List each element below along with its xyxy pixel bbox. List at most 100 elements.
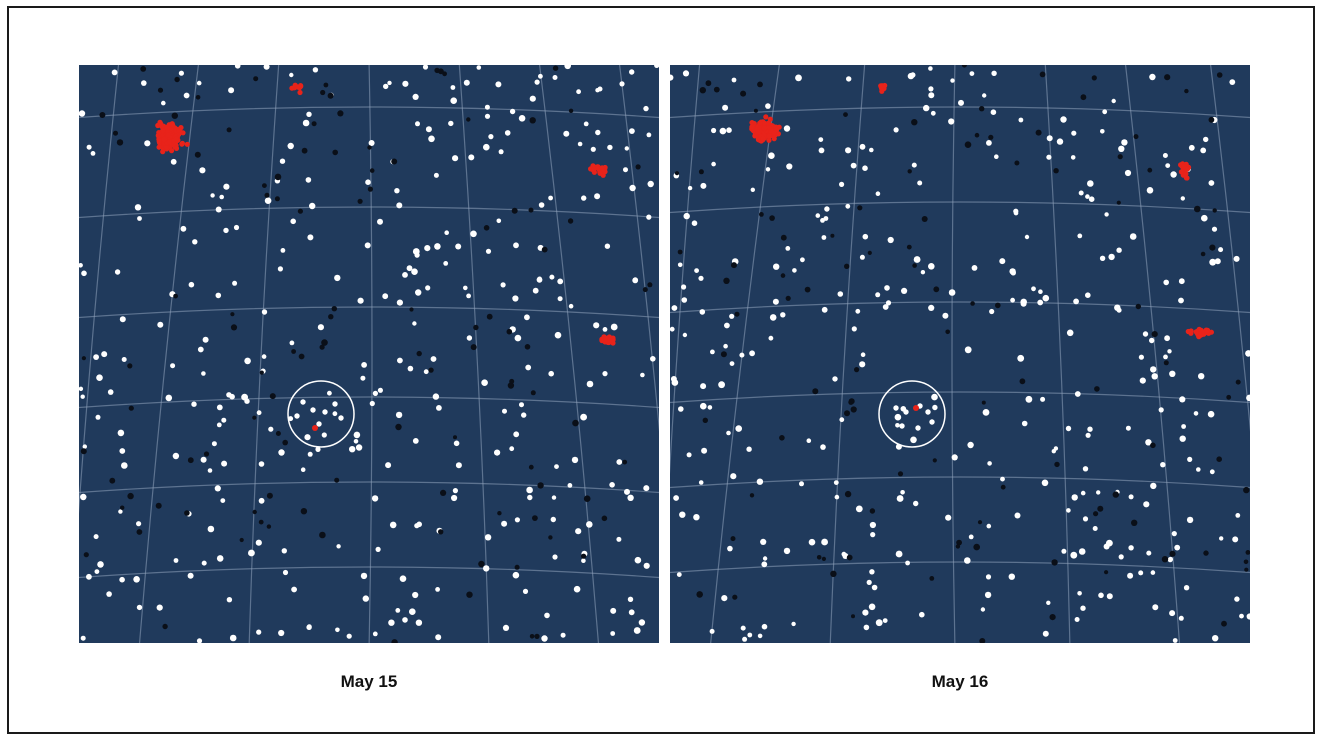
star-dark: [1116, 200, 1121, 205]
star-white: [1149, 337, 1155, 344]
star-white: [488, 134, 494, 140]
star-white: [870, 532, 876, 538]
star-dark: [438, 529, 444, 535]
star-dark: [252, 415, 257, 420]
star-dark: [99, 112, 106, 118]
star-dark: [979, 638, 986, 643]
star-white: [859, 254, 865, 260]
grid-line: [458, 65, 490, 643]
star-white: [629, 184, 636, 192]
star-white: [1071, 130, 1077, 136]
star-white: [544, 612, 550, 619]
star-field: [79, 65, 659, 643]
star-dark: [955, 544, 961, 549]
star-white: [118, 509, 123, 514]
star-dark: [541, 246, 548, 253]
star-dark: [1221, 620, 1227, 627]
star-white: [1201, 214, 1208, 222]
star-white: [1143, 501, 1150, 508]
star-white: [327, 390, 332, 396]
star-white: [681, 284, 687, 290]
star-white: [432, 393, 440, 400]
star-dark: [109, 477, 116, 484]
star-white: [514, 517, 520, 523]
star-dark: [319, 344, 325, 350]
star-white: [711, 127, 717, 134]
star-white: [750, 187, 755, 192]
star-white: [964, 557, 971, 564]
star-dark: [184, 510, 190, 516]
star-white: [1129, 233, 1137, 240]
star-dark: [970, 301, 975, 306]
star-white: [1042, 630, 1049, 637]
star-white: [97, 561, 104, 568]
star-dark: [635, 164, 641, 170]
star-white: [372, 390, 378, 396]
star-white: [1169, 370, 1176, 377]
grid-line: [79, 206, 659, 219]
star-white: [679, 511, 686, 518]
star-white: [722, 104, 729, 111]
star-white: [496, 218, 502, 224]
star-white: [899, 423, 905, 429]
star-dark: [470, 344, 477, 351]
star-dark: [203, 451, 210, 457]
star-white: [412, 321, 417, 326]
star-white: [950, 78, 955, 83]
star-dark: [328, 314, 334, 320]
star-white: [170, 363, 176, 369]
star-dark: [1245, 550, 1250, 555]
star-white: [595, 129, 601, 136]
star-white: [494, 449, 501, 456]
star-white: [117, 429, 125, 437]
star-white: [310, 407, 316, 413]
star-white: [423, 369, 429, 375]
star-white: [524, 314, 530, 321]
star-white: [361, 362, 367, 368]
star-white: [707, 405, 713, 410]
star-white: [258, 497, 265, 504]
grid-line: [670, 65, 701, 475]
star-white: [747, 632, 753, 638]
star-white: [455, 243, 462, 250]
star-white: [79, 263, 83, 268]
star-white: [1087, 180, 1094, 187]
coordinate-grid: [670, 65, 1250, 643]
star-white: [757, 633, 763, 639]
star-white: [90, 151, 96, 156]
star-white: [1214, 258, 1221, 265]
star-white: [1172, 638, 1178, 643]
star-dark: [956, 539, 962, 546]
star-dark: [642, 287, 648, 293]
star-white: [1234, 596, 1240, 602]
star-dark: [977, 520, 983, 525]
star-white: [397, 357, 403, 364]
star-white: [199, 167, 206, 174]
star-white: [502, 408, 507, 414]
star-white: [1017, 354, 1025, 362]
star-white: [207, 468, 213, 473]
star-white: [1010, 297, 1015, 303]
star-dark: [416, 350, 422, 357]
star-white: [196, 80, 202, 86]
star-dark: [816, 555, 822, 560]
star-white: [799, 481, 804, 487]
star-white: [336, 544, 341, 549]
star-dark: [869, 508, 876, 514]
star-white: [931, 393, 938, 401]
star-dark: [174, 76, 180, 83]
star-white: [305, 177, 312, 183]
star-white: [537, 276, 542, 282]
star-white: [686, 452, 692, 458]
star-dark: [851, 614, 855, 619]
grid-line: [951, 65, 956, 643]
star-white: [365, 179, 371, 185]
star-white: [919, 611, 925, 618]
star-white: [710, 349, 715, 355]
star-white: [485, 248, 492, 254]
star-white: [387, 80, 392, 86]
star-dark: [530, 390, 536, 396]
star-white: [646, 132, 652, 138]
star-white: [671, 305, 678, 311]
star-white: [1116, 307, 1122, 313]
